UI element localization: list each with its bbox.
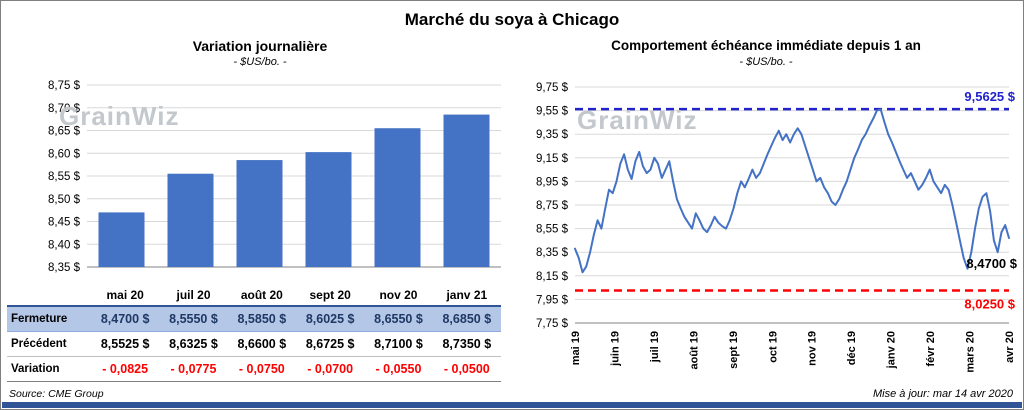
y-axis-label: 8,55 $ (48, 171, 81, 183)
variation-value: - 0,0550 (364, 356, 433, 382)
y-axis-label: 8,35 $ (536, 247, 569, 259)
precedent-value: 8,7350 $ (432, 331, 501, 357)
price-series-line (574, 108, 1010, 274)
bar-nov-20 (374, 128, 421, 267)
table-row-categories: mai 20 juil 20 août 20 sept 20 nov 20 ja… (7, 285, 501, 306)
y-axis-label: 8,95 $ (536, 176, 569, 188)
left-chart-subtitle: - $US/bo. - (233, 56, 287, 68)
fermeture-value: 8,6550 $ (364, 305, 433, 332)
y-axis-label: 9,35 $ (536, 129, 569, 141)
y-axis-label: 7,75 $ (536, 318, 569, 330)
low-value-label: 8,0250 $ (964, 297, 1015, 312)
y-axis-label: 9,55 $ (536, 106, 569, 118)
precedent-value: 8,6725 $ (295, 331, 365, 357)
fermeture-value: 8,4700 $ (91, 305, 160, 332)
y-axis-label: 8,40 $ (48, 239, 81, 251)
x-axis-label: mai 19 (570, 331, 582, 365)
bar-mai-20 (98, 212, 145, 267)
y-axis-label: 8,70 $ (48, 103, 81, 115)
category-label: août 20 (240, 288, 283, 302)
variation-value: - 0,0825 (91, 356, 160, 382)
category-label: janv 21 (446, 288, 488, 302)
right-chart-title: Comportement échéance immédiate depuis 1… (611, 38, 921, 53)
y-axis-label: 8,35 $ (48, 262, 81, 274)
fermeture-value: 8,5850 $ (227, 305, 296, 332)
row-label-variation: Variation (7, 356, 91, 382)
x-axis-label: juin 19 (609, 331, 621, 367)
bar-juil-20 (167, 173, 214, 267)
category-label: sept 20 (309, 288, 351, 302)
variation-value: - 0,0500 (432, 356, 501, 382)
row-label-precedent: Précédent (7, 331, 91, 357)
front-month-line-chart: 7,75 $ 7,95 $ 8,15 $ 8,35 $ 8,55 $ 8,75 $ 8,95… (536, 82, 1018, 373)
x-axis-label: août 19 (688, 331, 700, 370)
category-label-spacer (7, 285, 91, 306)
fermeture-value: 8,6850 $ (432, 305, 501, 332)
x-axis-label: févr 20 (925, 331, 937, 366)
right-chart-subtitle: - $US/bo. - (739, 56, 793, 68)
y-axis-label: 8,55 $ (536, 224, 569, 236)
table-row-fermeture: Fermeture 8,4700 $ 8,5550 $ 8,5850 $ 8,6… (7, 305, 501, 332)
category-label: nov 20 (379, 288, 418, 302)
table-row-variation: Variation - 0,0825 - 0,0775 - 0,0750 - 0… (7, 356, 501, 382)
y-axis-label: 8,75 $ (536, 200, 569, 212)
source-note: Source: CME Group (9, 388, 104, 400)
y-axis-label: 7,95 $ (536, 294, 569, 306)
row-label-fermeture: Fermeture (7, 305, 91, 332)
table-row-precedent: Précédent 8,5525 $ 8,6325 $ 8,6600 $ 8,6… (7, 331, 501, 357)
last-value-label: 8,4700 $ (966, 256, 1017, 271)
fermeture-value: 8,6025 $ (295, 305, 365, 332)
precedent-value: 8,6325 $ (159, 331, 228, 357)
bar-août-20 (236, 160, 283, 267)
fermeture-value: 8,5550 $ (159, 305, 228, 332)
updated-note: Mise à jour: mar 14 avr 2020 (872, 388, 1013, 400)
x-axis-label: oct 19 (767, 331, 779, 363)
left-chart-title: Variation journalière (192, 38, 328, 54)
bar-janv-21 (443, 114, 490, 267)
variation-value: - 0,0750 (227, 356, 296, 382)
high-value-label: 9,5625 $ (964, 89, 1015, 104)
y-axis-label: 8,45 $ (48, 217, 81, 229)
category-label: juil 20 (176, 288, 211, 302)
bottom-accent-bar (2, 402, 1022, 408)
y-axis-label: 9,15 $ (536, 153, 569, 165)
x-axis-label: juil 19 (649, 331, 661, 363)
x-axis-label: sept 19 (728, 331, 740, 369)
precedent-value: 8,7100 $ (364, 331, 433, 357)
y-axis-label: 9,75 $ (536, 82, 569, 94)
daily-variation-panel: Variation journalière - $US/bo. - 8,35 $… (7, 37, 513, 382)
front-month-panel: Comportement échéance immédiate depuis 1… (513, 37, 1019, 385)
y-axis-label: 8,50 $ (48, 194, 81, 206)
page-title: Marché du soya à Chicago (404, 10, 620, 29)
category-label: mai 20 (106, 288, 144, 302)
y-axis-label: 8,60 $ (48, 148, 81, 160)
x-axis-label: mars 20 (965, 331, 977, 373)
daily-variation-bar-chart: 8,35 $ 8,40 $ 8,45 $ 8,50 $ 8,55 $ 8,60 $ 8,65… (48, 80, 501, 274)
precedent-value: 8,5525 $ (91, 331, 160, 357)
x-axis-label: nov 19 (807, 331, 819, 366)
x-axis-label: déc 19 (846, 331, 858, 365)
price-table: mai 20 juil 20 août 20 sept 20 nov 20 ja… (7, 285, 501, 382)
y-axis-label: 8,65 $ (48, 126, 81, 138)
x-axis-label: janv 20 (886, 331, 898, 369)
y-axis-label: 8,15 $ (536, 271, 569, 283)
variation-value: - 0,0775 (159, 356, 228, 382)
y-axis-label: 8,75 $ (48, 80, 81, 92)
variation-value: - 0,0700 (295, 356, 365, 382)
x-axis-label: avr 20 (1004, 331, 1016, 363)
precedent-value: 8,6600 $ (227, 331, 296, 357)
bar-sept-20 (305, 152, 352, 267)
